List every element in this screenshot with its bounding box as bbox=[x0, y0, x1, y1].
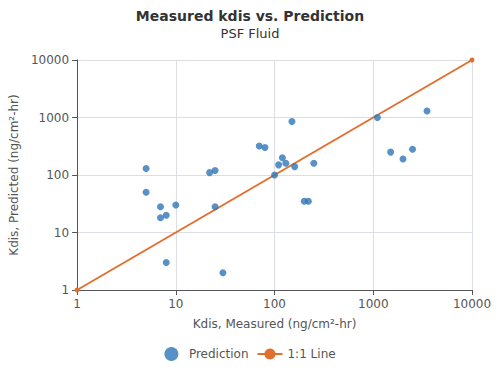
svg-text:100: 100 bbox=[46, 168, 69, 182]
svg-text:10000: 10000 bbox=[453, 297, 491, 311]
svg-text:10: 10 bbox=[168, 297, 183, 311]
svg-text:10: 10 bbox=[54, 226, 69, 240]
svg-text:10000: 10000 bbox=[31, 53, 69, 67]
svg-text:1000: 1000 bbox=[39, 111, 70, 125]
svg-text:1: 1 bbox=[61, 283, 69, 297]
svg-text:Kdis, Predicted (ng/cm²-hr): Kdis, Predicted (ng/cm²-hr) bbox=[7, 94, 21, 255]
svg-text:Kdis, Measured (ng/cm²-hr): Kdis, Measured (ng/cm²-hr) bbox=[193, 317, 357, 331]
svg-text:1000: 1000 bbox=[358, 297, 389, 311]
svg-text:100: 100 bbox=[263, 297, 286, 311]
svg-text:Prediction: Prediction bbox=[189, 347, 249, 361]
svg-text:PSF Fluid: PSF Fluid bbox=[221, 26, 280, 41]
svg-text:1:1 Line: 1:1 Line bbox=[287, 347, 335, 361]
svg-text:Measured kdis vs. Prediction: Measured kdis vs. Prediction bbox=[136, 8, 364, 24]
svg-text:1: 1 bbox=[73, 297, 81, 311]
